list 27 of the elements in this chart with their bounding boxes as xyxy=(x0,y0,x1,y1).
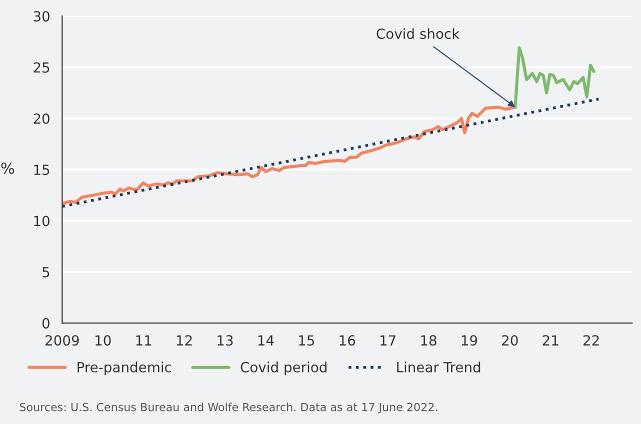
x-tick-label: 13 xyxy=(218,335,233,346)
y-tick-label: 5 xyxy=(42,267,50,278)
y-tick-label: 15 xyxy=(34,164,50,176)
y-tick-label: 20 xyxy=(34,113,50,124)
x-tick-label: 17 xyxy=(380,335,396,346)
x-tick-label: 15 xyxy=(299,335,314,346)
x-tick-label: 12 xyxy=(176,335,192,346)
legend-label: Pre-pandemic xyxy=(78,362,172,376)
x-tick-label: 22 xyxy=(584,335,599,346)
x-tick-label: 16 xyxy=(340,335,356,346)
x-tick-label: 10 xyxy=(96,335,111,346)
x-tick-label: 14 xyxy=(258,335,274,346)
source-note: Sources: U.S. Census Bureau and Wolfe Research. Data as at 17 June 2022. xyxy=(20,402,438,414)
x-tick-label: 18 xyxy=(421,335,436,346)
x-tick-label: 19 xyxy=(462,335,478,346)
annotation: Covid shock xyxy=(376,28,460,39)
x-tick-label: 21 xyxy=(542,335,558,346)
y-axis-title: % xyxy=(1,162,14,174)
x-tick-label: 20 xyxy=(502,335,518,346)
x-tick-label: 11 xyxy=(136,335,152,346)
x-tick-label: 2009 xyxy=(46,335,79,346)
legend-label: Linear Trend xyxy=(397,362,480,372)
y-tick-label: 0 xyxy=(42,318,50,329)
y-tick-label: 10 xyxy=(34,216,50,226)
y-tick-label: 25 xyxy=(34,62,50,73)
y-tick-label: 30 xyxy=(34,11,50,22)
legend-label: Covid period xyxy=(240,362,326,376)
